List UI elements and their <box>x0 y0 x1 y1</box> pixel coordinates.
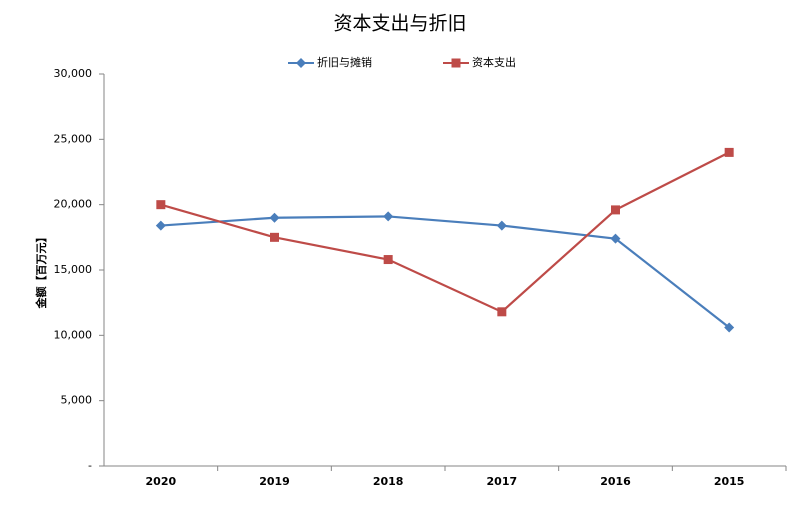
point <box>270 232 279 242</box>
point <box>724 147 734 157</box>
y-axis-label: 金额【百万元】 <box>34 232 48 310</box>
y-tick-label: - <box>88 459 92 472</box>
point <box>497 307 507 317</box>
y-tick-label: 5,000 <box>61 394 93 407</box>
point <box>383 255 393 265</box>
point <box>610 233 621 244</box>
x-tick-label: 2016 <box>600 475 631 488</box>
point <box>156 200 166 210</box>
x-tick-label: 2015 <box>714 475 745 488</box>
x-tick-label: 2020 <box>146 475 177 488</box>
legend-marker <box>451 58 461 68</box>
y-tick-label: 30,000 <box>54 67 93 80</box>
line <box>160 151 730 314</box>
x-tick-label: 2018 <box>373 475 404 488</box>
y-tick-label: 20,000 <box>54 198 93 211</box>
point <box>496 220 507 231</box>
x-tick-label: 2019 <box>259 475 290 488</box>
chart-title: 资本支出与折旧 <box>333 13 466 35</box>
point <box>383 211 394 222</box>
point <box>611 205 620 215</box>
y-tick-label: 15,000 <box>54 263 93 276</box>
y-tick-label: 25,000 <box>54 132 93 145</box>
x-tick-label: 2017 <box>487 475 518 488</box>
legend-label: 资本支出 <box>472 55 516 69</box>
point <box>724 322 735 333</box>
legend-label: 折旧与摊销 <box>317 55 372 69</box>
legend-marker <box>296 58 306 68</box>
line <box>160 215 730 329</box>
y-tick-label: 10,000 <box>54 328 93 341</box>
point <box>155 220 166 231</box>
point <box>269 212 280 223</box>
